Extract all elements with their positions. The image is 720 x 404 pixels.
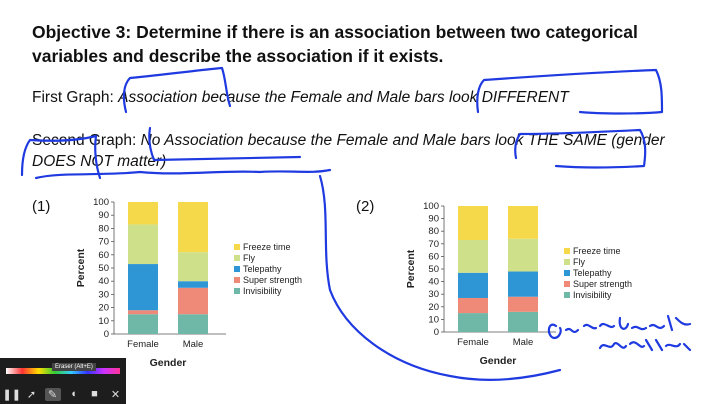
y-tick-label: 30 <box>428 289 439 300</box>
y-tick-label: 40 <box>98 276 109 287</box>
y-tick-label: 80 <box>428 226 439 237</box>
y-tick-label: 70 <box>98 237 109 248</box>
legend-swatch <box>564 270 570 276</box>
bar-segment <box>508 311 538 332</box>
y-axis-label: Percent <box>75 248 87 287</box>
pen-icon[interactable]: ✎ <box>44 387 61 401</box>
bar-segment <box>458 206 488 241</box>
legend-entry: Freeze time <box>573 246 621 256</box>
legend-swatch <box>234 266 240 272</box>
bar-segment <box>508 271 538 297</box>
chart-1: 0 10 20 30 40 50 60 70 80 90 100 Percent Female Male G… <box>75 197 302 369</box>
pointer-icon[interactable]: ➚ <box>26 388 37 401</box>
bar-segment <box>128 314 158 334</box>
legend-swatch <box>564 292 570 298</box>
y-tick-label: 0 <box>104 329 109 340</box>
y-tick-label: 50 <box>98 263 109 274</box>
graph-1-number: (1) <box>32 198 51 215</box>
legend-entry: Invisibility <box>573 290 612 300</box>
y-axis-label: Percent <box>405 249 417 288</box>
second-graph-line: Second Graph: No Association because the… <box>32 130 672 172</box>
annotation-toolbar: Eraser (Alt+E) ❚❚ ➚ ✎ ◖ ■ ✕ <box>0 358 126 404</box>
y-tick-label: 60 <box>428 251 439 262</box>
x-tick-label: Female <box>457 337 489 348</box>
bar-segment <box>458 313 488 332</box>
y-tick-label: 90 <box>98 210 109 221</box>
graph-2-number: (2) <box>356 198 375 215</box>
bar-segment <box>178 314 208 334</box>
bar-segment <box>178 281 208 288</box>
x-axis-label: Gender <box>480 355 517 367</box>
y-tick-label: 30 <box>98 289 109 300</box>
camera-icon[interactable]: ■ <box>91 388 98 400</box>
y-tick-label: 40 <box>428 277 439 288</box>
y-tick-label: 80 <box>98 223 109 234</box>
first-graph-text: Association because the Female and Male … <box>118 89 569 106</box>
close-icon[interactable]: ✕ <box>110 388 121 401</box>
legend-swatch <box>564 259 570 265</box>
bar-segment <box>178 252 208 282</box>
slide-title: Objective 3: Determine if there is an as… <box>32 22 638 66</box>
bar-segment <box>458 272 488 298</box>
x-tick-label: Female <box>127 339 159 350</box>
y-tick-label: 100 <box>93 197 109 208</box>
y-tick-label: 50 <box>428 264 439 275</box>
legend-entry: Super strength <box>573 279 632 289</box>
color-spectrum[interactable] <box>6 368 120 374</box>
x-tick-label: Male <box>183 339 204 350</box>
bar-segment <box>128 202 158 225</box>
y-tick-label: 70 <box>428 239 439 250</box>
bar-segment <box>458 240 488 273</box>
y-tick-label: 20 <box>98 303 109 314</box>
y-tick-label: 10 <box>98 316 109 327</box>
first-graph-line: First Graph: Association because the Fem… <box>32 87 672 108</box>
y-tick-label: 100 <box>423 201 439 212</box>
legend-entry: Freeze time <box>243 242 291 252</box>
legend-entry: Telepathy <box>243 264 282 274</box>
y-tick-label: 60 <box>98 250 109 261</box>
bar-segment <box>178 287 208 315</box>
bar-segment <box>508 296 538 312</box>
legend-entry: Telepathy <box>573 268 612 278</box>
legend-swatch <box>234 244 240 250</box>
y-tick-label: 10 <box>428 314 439 325</box>
legend-entry: Super strength <box>243 275 302 285</box>
legend-swatch <box>564 248 570 254</box>
y-tick-label: 20 <box>428 302 439 313</box>
y-tick-label: 0 <box>434 327 439 338</box>
legend-entry: Fly <box>243 253 255 263</box>
bar-segment <box>458 297 488 314</box>
legend-swatch <box>234 288 240 294</box>
y-tick-label: 90 <box>428 214 439 225</box>
legend-swatch <box>564 281 570 287</box>
x-axis-label: Gender <box>150 357 187 369</box>
pause-icon[interactable]: ❚❚ <box>2 388 21 401</box>
eraser-tooltip: Eraser (Alt+E) <box>52 363 96 371</box>
legend-entry: Invisibility <box>243 286 282 296</box>
legend-swatch <box>234 255 240 261</box>
bar-segment <box>178 202 208 253</box>
bar-segment <box>128 264 158 311</box>
second-graph-label: Second Graph: <box>32 132 137 149</box>
eraser-icon[interactable]: ◖ <box>70 388 77 400</box>
bar-segment <box>128 224 158 265</box>
bar-segment <box>508 206 538 239</box>
legend-swatch <box>234 277 240 283</box>
bar-segment <box>508 238 538 272</box>
x-tick-label: Male <box>513 337 534 348</box>
legend-entry: Fly <box>573 257 585 267</box>
first-graph-label: First Graph: <box>32 89 114 106</box>
bar-segment <box>128 310 158 315</box>
